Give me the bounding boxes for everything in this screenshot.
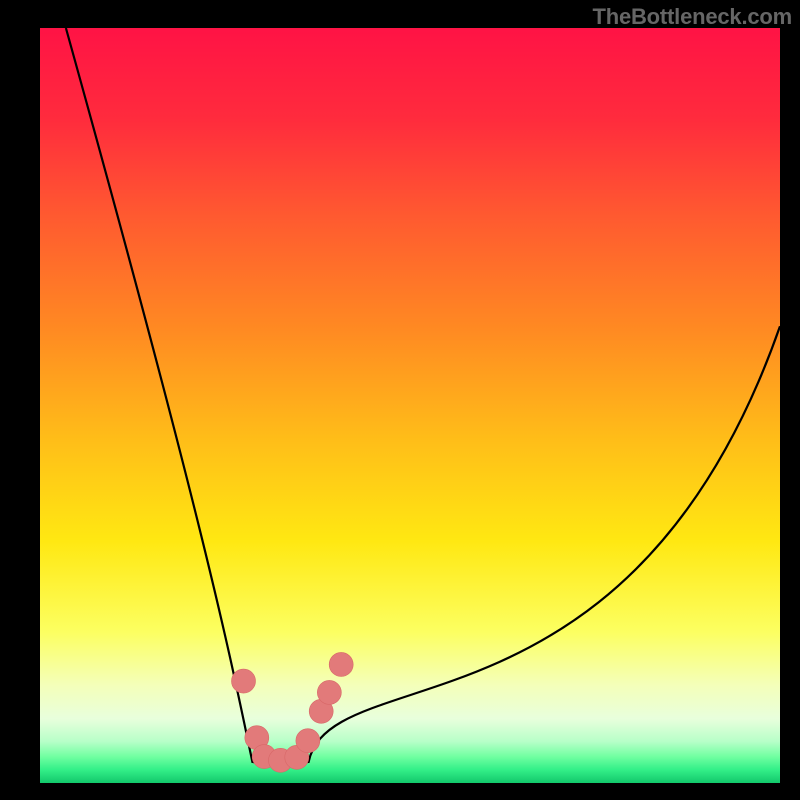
- data-marker: [329, 652, 353, 676]
- data-marker: [317, 680, 341, 704]
- plot-gradient-bg: [40, 28, 780, 783]
- data-marker: [296, 729, 320, 753]
- watermark-text: TheBottleneck.com: [592, 4, 792, 30]
- chart-stage: TheBottleneck.com: [0, 0, 800, 800]
- data-marker: [232, 669, 256, 693]
- chart-svg: [0, 0, 800, 800]
